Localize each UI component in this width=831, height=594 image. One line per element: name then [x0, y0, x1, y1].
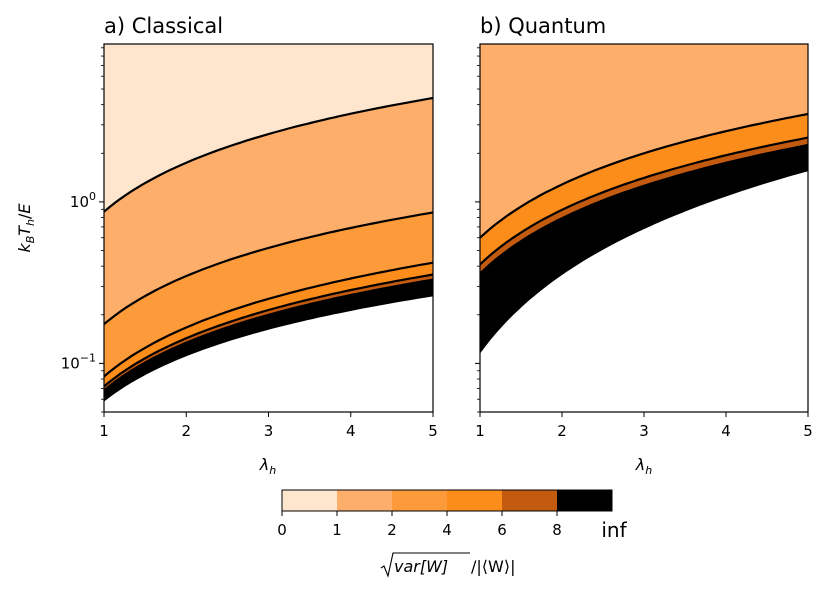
contour-line-8 [479, 143, 809, 275]
colorbar-tick-label: 0 [277, 521, 287, 539]
x-tick-label: 3 [264, 422, 274, 440]
y-ticks-quantum [475, 47, 480, 413]
panel-title-quantum: b) Quantum [480, 14, 606, 38]
contour-line-4 [103, 261, 434, 378]
x-tick-label: 2 [181, 422, 191, 440]
y-axis-label: kBTh/E [15, 203, 37, 253]
contour-band-top [480, 44, 808, 238]
colorbar-cell [447, 490, 502, 511]
x-ticks-quantum: 1 2 3 4 5 [475, 412, 813, 440]
colorbar-tick-label: 1 [332, 521, 342, 539]
colorbar-cell [282, 490, 337, 511]
colorbar-ticks: 0 1 2 4 6 8 inf [277, 511, 628, 542]
contour-band-inf [104, 279, 433, 402]
colorbar-cell [337, 490, 392, 511]
contour-line-2 [103, 211, 434, 325]
contour-band-6 [480, 114, 808, 265]
colorbar-cell [557, 490, 612, 511]
x-tick-label: 5 [428, 422, 438, 440]
colorbar: 0 1 2 4 6 8 inf var[W] /|⟨W⟩| [277, 489, 628, 578]
contour-line-4 [479, 112, 809, 239]
colorbar-cell [392, 490, 447, 511]
x-ticks-classical: 1 2 3 4 5 [99, 412, 438, 440]
colorbar-tick-label: 4 [442, 521, 452, 539]
y-tick-label: 100 [70, 190, 96, 211]
x-tick-label: 5 [803, 422, 813, 440]
panel-title-classical: a) Classical [104, 14, 223, 38]
contour-line-8 [103, 278, 434, 392]
contour-lines-quantum [479, 112, 809, 275]
x-axis-label-quantum: λh [635, 455, 652, 477]
colorbar-cells [282, 490, 612, 511]
contour-band-4 [104, 212, 433, 377]
y-tick-label: 10−1 [61, 351, 96, 372]
contour-line-6 [103, 273, 434, 388]
x-tick-label: 1 [99, 422, 109, 440]
x-tick-label: 4 [346, 422, 356, 440]
colorbar-label-rest: /|⟨W⟩| [471, 557, 515, 576]
colorbar-tick-label: inf [601, 518, 627, 542]
colorbar-tick-label: 8 [552, 521, 562, 539]
contour-line-1 [103, 96, 434, 213]
colorbar-label: var[W] /|⟨W⟩| [380, 552, 515, 578]
x-tick-label: 2 [557, 422, 567, 440]
panel-quantum: 1 2 3 4 5 b) Quantum λh [475, 14, 813, 477]
y-ticks-classical: 100 10−1 [61, 47, 104, 413]
contour-lines-classical [103, 96, 434, 392]
contour-bands-classical [104, 44, 433, 402]
contour-line-6 [479, 136, 809, 266]
colorbar-cell [502, 490, 557, 511]
contour-band-top [104, 44, 433, 212]
colorbar-tick-label: 6 [497, 521, 507, 539]
x-axis-label-classical: λh [259, 455, 276, 477]
contour-band-2 [104, 98, 433, 325]
x-tick-label: 3 [639, 422, 649, 440]
colorbar-tick-label: 2 [387, 521, 397, 539]
x-tick-label: 4 [721, 422, 731, 440]
colorbar-label-var: var[W] [394, 557, 448, 576]
contour-band-6 [104, 262, 433, 387]
x-tick-label: 1 [475, 422, 485, 440]
sqrt-symbol [380, 552, 470, 578]
panel-classical: 1 2 3 4 5 100 10−1 a) Classical λh kBTh/E [15, 14, 438, 477]
